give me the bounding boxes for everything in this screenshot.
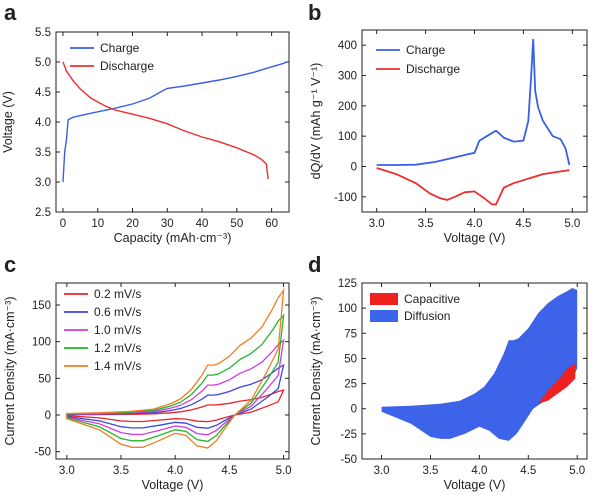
plot-frame xyxy=(361,282,588,460)
y-tick-label: 50 xyxy=(344,353,357,365)
series-line-charge xyxy=(62,61,288,183)
legend-label: 1.2 mV/s xyxy=(94,341,141,355)
y-axis-label: Voltage (V) xyxy=(1,91,15,153)
panel-d-letter: d xyxy=(308,252,321,277)
y-tick-label: 5.5 xyxy=(35,27,51,39)
y-tick-label: 0 xyxy=(351,162,357,174)
y-tick-label: 25 xyxy=(344,379,357,391)
legend-label: 1.4 mV/s xyxy=(94,359,141,373)
x-tick-label: 50 xyxy=(230,218,243,230)
legend-label: Discharge xyxy=(100,59,154,73)
cv-loop-1-4-mV-s xyxy=(66,288,285,449)
y-tick-label: 0 xyxy=(45,410,51,422)
x-axis-label: Voltage (V) xyxy=(444,231,506,245)
legend-swatch xyxy=(370,293,398,305)
y-tick-label: 400 xyxy=(338,40,357,52)
y-tick-label: 3.5 xyxy=(35,147,51,159)
x-tick-label: 3.5 xyxy=(422,465,438,477)
area-capacitive xyxy=(538,363,576,404)
cv-loop-1-0-mV-s xyxy=(66,338,285,436)
panel-c-letter: c xyxy=(4,252,16,277)
y-axis-label: Current Density (mA·cm⁻³) xyxy=(3,297,17,446)
panel-a-chart: 0 10 20 30 40 50 60 2.5 3.0 3.5 4.0 4.5 5.0 5.5 Capaci… xyxy=(1,27,290,245)
y-tick-label: -100 xyxy=(334,192,357,204)
x-tick-label: 3.5 xyxy=(113,465,129,477)
y-tick-label: -25 xyxy=(340,429,357,441)
legend-label: Capacitive xyxy=(404,292,460,306)
y-tick-label: -50 xyxy=(34,447,51,459)
series-line-charge xyxy=(376,39,571,166)
y-tick-label: 100 xyxy=(338,131,357,143)
x-tick-label: 5.0 xyxy=(569,465,585,477)
area-diffusion xyxy=(381,288,578,441)
x-tick-label: 3.0 xyxy=(369,218,385,230)
x-tick-label: 5.0 xyxy=(564,218,580,230)
legend-label: 1.0 mV/s xyxy=(94,323,141,337)
x-tick-label: 4.0 xyxy=(467,218,483,230)
legend-label: Diffusion xyxy=(404,309,450,323)
x-tick-label: 4.5 xyxy=(520,465,536,477)
y-tick-label: 5.0 xyxy=(35,57,51,69)
x-tick-label: 20 xyxy=(126,218,139,230)
x-tick-label: 4.0 xyxy=(471,465,487,477)
y-tick-label: 100 xyxy=(338,303,357,315)
panel-a-letter: a xyxy=(4,0,17,25)
legend-label: Charge xyxy=(406,43,446,57)
x-tick-label: 3.5 xyxy=(418,218,434,230)
x-tick-label: 4.0 xyxy=(167,465,183,477)
plot-frame xyxy=(55,31,290,213)
x-tick-label: 4.5 xyxy=(515,218,531,230)
x-tick-label: 4.5 xyxy=(221,465,237,477)
legend-label: Charge xyxy=(100,41,140,55)
y-axis-label: Current Density (mA·cm⁻³) xyxy=(309,297,323,446)
x-tick-label: 30 xyxy=(161,218,174,230)
x-tick-label: 40 xyxy=(196,218,209,230)
x-tick-label: 10 xyxy=(91,218,104,230)
y-tick-label: 50 xyxy=(38,373,51,385)
cv-loop-1-2-mV-s xyxy=(66,313,285,443)
y-tick-label: 3.0 xyxy=(35,177,51,189)
panel-b-chart: 3.0 3.5 4.0 4.5 5.0 -100 0 100 200 300 400 Voltage … xyxy=(309,29,588,245)
y-tick-label: 200 xyxy=(338,101,357,113)
plot-frame xyxy=(361,29,588,213)
y-tick-label: 4.0 xyxy=(35,117,51,129)
x-tick-label: 3.0 xyxy=(59,465,75,477)
y-tick-label: 0 xyxy=(351,404,357,416)
cv-loop-0-6-mV-s xyxy=(66,363,285,429)
y-tick-label: 125 xyxy=(338,278,357,290)
y-tick-label: 2.5 xyxy=(35,207,51,219)
x-tick-label: 3.0 xyxy=(374,465,390,477)
legend-label: 0.2 mV/s xyxy=(94,287,141,301)
y-tick-label: 4.5 xyxy=(35,87,51,99)
y-tick-label: 75 xyxy=(344,328,357,340)
plot-frame xyxy=(55,282,290,460)
x-tick-label: 5.0 xyxy=(276,465,292,477)
y-axis-label: dQ/dV (mAh g⁻¹ V⁻¹) xyxy=(309,63,323,180)
cv-loop-0-2-mV-s xyxy=(66,389,285,423)
panel-b-letter: b xyxy=(308,0,321,25)
series-line-discharge xyxy=(376,167,570,206)
series-line-discharge xyxy=(62,61,269,180)
y-tick-label: 300 xyxy=(338,71,357,83)
x-axis-label: Capacity (mAh·cm⁻³) xyxy=(114,231,232,245)
legend-label: 0.6 mV/s xyxy=(94,305,141,319)
x-axis-label: Voltage (V) xyxy=(444,478,506,492)
legend-label: Discharge xyxy=(406,62,460,76)
x-tick-label: 60 xyxy=(265,218,278,230)
legend-swatch xyxy=(370,310,398,322)
y-tick-label: -50 xyxy=(340,454,357,466)
y-tick-label: 100 xyxy=(32,337,51,349)
panel-d-chart: 3.0 3.5 4.0 4.5 5.0 -50 -25 0 25 50 75 100 125 Voltag… xyxy=(309,278,588,492)
x-axis-label: Voltage (V) xyxy=(142,478,204,492)
x-tick-label: 0 xyxy=(60,218,66,230)
panel-c-chart: 3.0 3.5 4.0 4.5 5.0 -50 0 50 100 150 Voltage (V) Cu… xyxy=(3,282,292,492)
y-tick-label: 150 xyxy=(32,300,51,312)
